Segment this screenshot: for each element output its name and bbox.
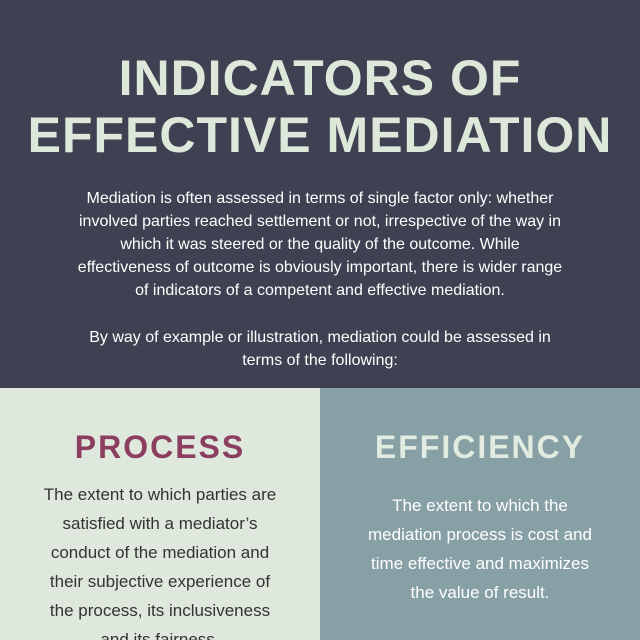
- panel-text-line: satisfied with a mediator’s: [62, 514, 258, 533]
- intro-line: involved parties reached settlement or n…: [78, 213, 562, 230]
- intro-line: of indicators of a competent and effecti…: [135, 282, 505, 299]
- intro-line: which it was steered or the quality of t…: [120, 236, 520, 253]
- intro-line: terms of the following:: [242, 352, 398, 369]
- panel-text-line: The extent to which parties are: [43, 485, 277, 504]
- panel-text-line: their subjective experience of: [49, 572, 271, 591]
- panel-text-line: conduct of the mediation and: [50, 543, 270, 562]
- panel-text-line: the value of result.: [410, 583, 550, 602]
- header-section: INDICATORS OF EFFECTIVE MEDIATION Mediatio…: [0, 0, 640, 388]
- panel-text-line: The extent to which the: [392, 496, 568, 515]
- intro-line: By way of example or illustration, media…: [89, 329, 551, 346]
- panel-text-line: and its fairness.: [100, 630, 220, 640]
- panel-text-line: mediation process is cost and: [368, 525, 592, 544]
- panel-heading: EFFICIENCY: [374, 429, 586, 465]
- intro-line: effectiveness of outcome is obviously im…: [77, 259, 563, 276]
- title-line: EFFECTIVE MEDIATION: [27, 107, 613, 163]
- panel-text-line: the process, its inclusiveness: [49, 601, 271, 620]
- intro-line: Mediation is often assessed in terms of …: [86, 190, 554, 207]
- efficiency-panel: EFFICIENCY The extent to which the mediat…: [320, 388, 640, 640]
- panel-text-line: time effective and maximizes: [371, 554, 589, 573]
- panel-heading: PROCESS: [74, 429, 246, 465]
- process-panel: PROCESS The extent to which parties are s…: [0, 388, 320, 640]
- title-line: INDICATORS OF: [118, 50, 522, 106]
